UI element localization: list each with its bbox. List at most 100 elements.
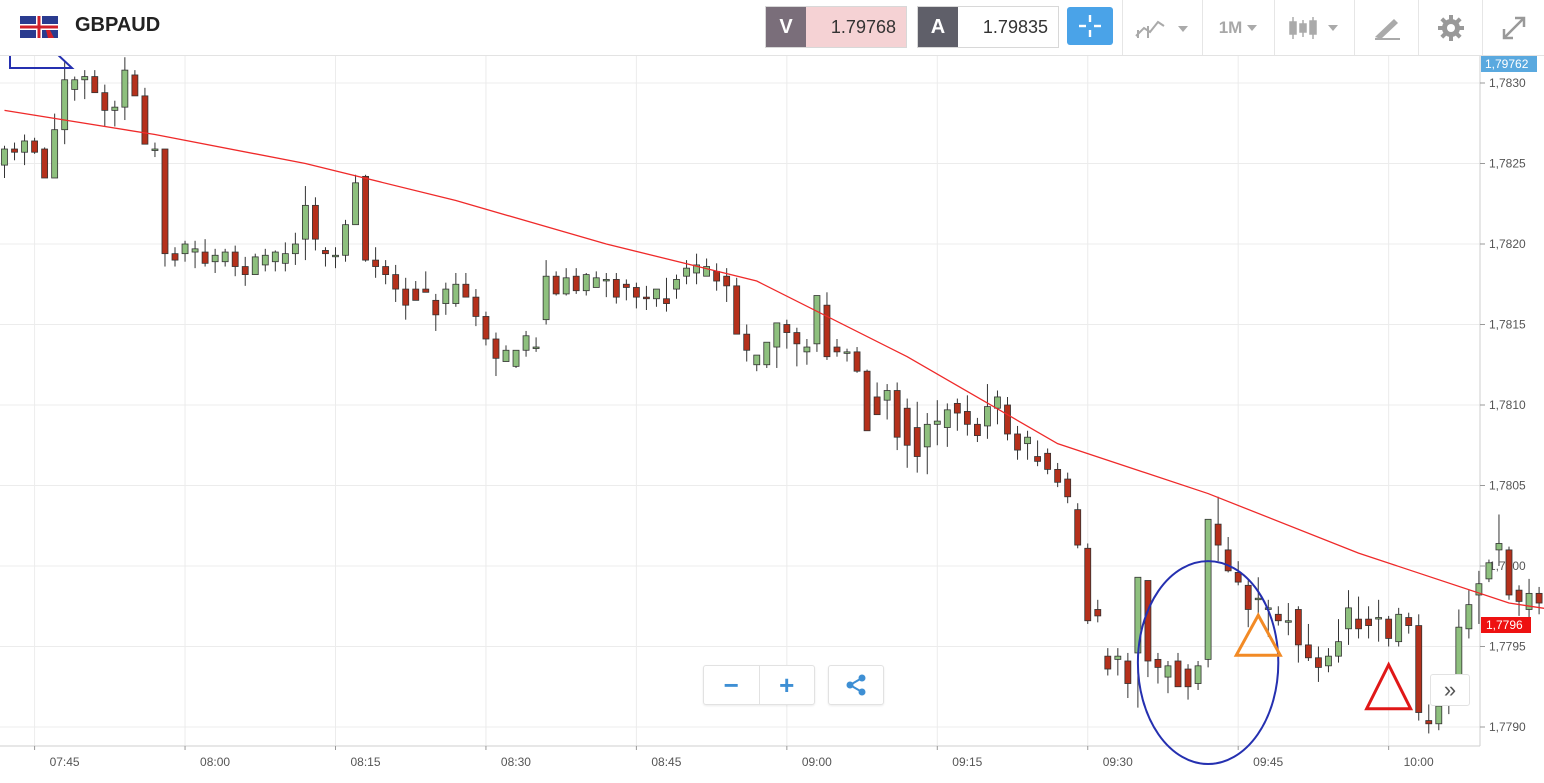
candle-up <box>753 354 761 366</box>
candle-up <box>352 182 359 226</box>
candle-down <box>1305 644 1312 659</box>
candle-up <box>261 254 269 266</box>
share-icon <box>846 674 866 696</box>
candle-down <box>101 92 109 111</box>
candle-down <box>41 148 49 179</box>
candle-up <box>943 409 951 428</box>
candle-down <box>1184 668 1192 688</box>
timeframe-button[interactable]: 1M <box>1202 0 1275 55</box>
candle-down <box>412 288 420 301</box>
zoom-in-button[interactable]: + <box>758 666 815 704</box>
candle-down <box>312 204 319 240</box>
candle-up <box>332 254 339 258</box>
scroll-right-icon: » <box>1443 677 1457 702</box>
candle-down <box>622 283 630 288</box>
candle-up <box>1194 665 1202 684</box>
candle-down <box>472 296 480 317</box>
candle-up <box>653 288 660 300</box>
fullscreen-button[interactable] <box>1482 0 1544 55</box>
candle-up <box>512 349 520 367</box>
y-tick-label: 1,7830 <box>1489 76 1526 90</box>
candle-down <box>241 266 249 275</box>
candle-up <box>1114 655 1122 660</box>
candle-up <box>803 346 811 353</box>
candle-down <box>1385 618 1393 639</box>
candle-down <box>422 288 430 293</box>
candle-down <box>1084 547 1092 622</box>
candle-up <box>301 204 309 240</box>
candle-up <box>582 274 590 292</box>
candle-down <box>743 333 751 351</box>
annotation-triangle-orange <box>1233 612 1283 657</box>
candle-down <box>171 253 179 261</box>
candle-down <box>402 288 410 306</box>
candle-down <box>963 411 971 425</box>
candle-down <box>382 266 390 275</box>
top-toolbar: GBPAUD V 1.79768 A 1.79835 1M <box>0 0 1544 56</box>
candle-down <box>733 285 741 335</box>
candle-down <box>322 250 329 255</box>
candlestick-chart[interactable]: 1,78301,78251,78201,78151,78101,78051,78… <box>0 56 1544 783</box>
settings-button[interactable] <box>1418 0 1483 55</box>
candle-down <box>823 304 831 358</box>
candle-up <box>211 254 219 263</box>
candle-up <box>251 256 259 275</box>
candle-up <box>933 420 941 425</box>
candle-down <box>1054 468 1062 483</box>
candle-up <box>542 275 550 321</box>
candle-down <box>1214 523 1222 546</box>
candle-up <box>21 140 28 153</box>
candle-up <box>592 277 600 288</box>
share-button[interactable] <box>828 665 884 705</box>
candle-up <box>1375 617 1383 620</box>
candle-down <box>231 251 239 267</box>
candle-up <box>181 243 189 255</box>
candle-up <box>883 390 891 401</box>
candle-up <box>1 148 8 166</box>
candle-down <box>1224 549 1232 572</box>
price-tag-current <box>1481 617 1531 633</box>
buy-label: A <box>918 7 958 47</box>
fullscreen-icon <box>1502 16 1526 39</box>
annotation-corner-triangle <box>9 56 75 69</box>
candle-up <box>1024 436 1031 445</box>
candle-down <box>1405 617 1413 626</box>
candlestick-type-button[interactable] <box>1274 0 1355 55</box>
buy-quote[interactable]: A 1.79835 <box>917 6 1059 48</box>
x-tick-label: 08:45 <box>651 755 681 769</box>
candle-down <box>1355 618 1362 630</box>
candle-down <box>713 270 721 282</box>
price-tag-top-label: 1,79762 <box>1485 57 1529 71</box>
drawing-tool-button[interactable] <box>1354 0 1419 55</box>
candle-up <box>71 79 79 90</box>
candle-down <box>1415 625 1423 713</box>
sell-quote[interactable]: V 1.79768 <box>765 6 907 48</box>
crosshair-button[interactable] <box>1067 7 1113 45</box>
candle-up <box>1254 597 1262 601</box>
candle-up <box>1284 620 1292 623</box>
candle-down <box>913 427 921 457</box>
x-tick-label: 10:00 <box>1404 755 1434 769</box>
candle-down <box>1004 404 1011 435</box>
candle-down <box>643 296 650 300</box>
candle-down <box>1365 618 1372 626</box>
y-tick-label: 1,7790 <box>1489 720 1526 734</box>
candle-down <box>1174 660 1182 688</box>
zoom-out-button[interactable]: − <box>704 666 759 704</box>
candle-up <box>522 335 530 351</box>
zoom-controls: − + <box>703 665 815 705</box>
candle-up <box>1335 641 1342 657</box>
candle-down <box>1124 660 1132 684</box>
price-tag-current-label: 1,7796 <box>1486 618 1523 632</box>
y-tick-label: 1,7815 <box>1489 318 1526 332</box>
chart-type-button[interactable] <box>1122 0 1203 55</box>
scroll-right-button[interactable]: » <box>1430 674 1470 706</box>
candle-down <box>1064 478 1072 498</box>
candle-down <box>903 407 911 446</box>
candle-up <box>843 351 851 354</box>
candle-down <box>372 259 380 267</box>
candle-down <box>492 338 500 359</box>
candle-up <box>1345 607 1352 630</box>
candle-down <box>201 251 209 264</box>
candle-up <box>81 76 89 81</box>
